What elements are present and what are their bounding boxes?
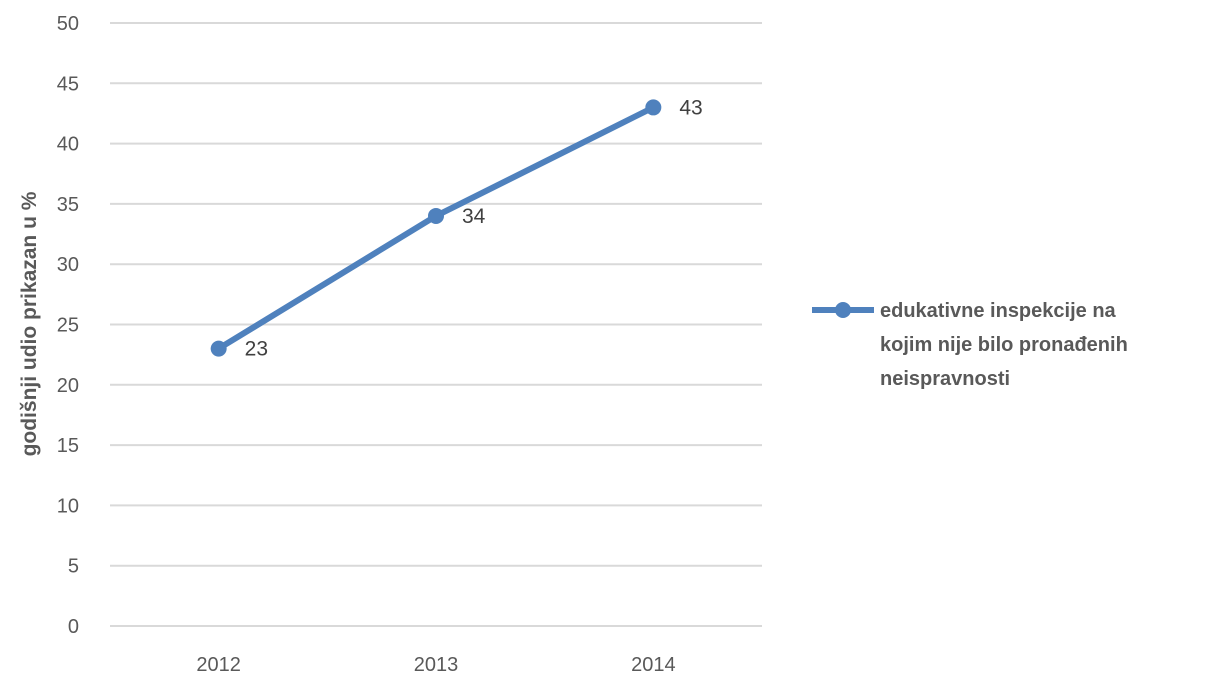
- data-point-2014: [645, 99, 662, 116]
- data-label-2013: 34: [462, 205, 486, 228]
- gridlines: [110, 22, 762, 627]
- legend-label-line-3: neispravnosti: [880, 368, 1010, 390]
- legend: edukativne inspekcije na kojim nije bilo…: [812, 300, 1128, 390]
- data-label-2014: 43: [679, 96, 702, 119]
- data-point-2012: [210, 340, 227, 357]
- x-tick-label-2013: 2013: [414, 654, 459, 675]
- y-tick-label-30: 30: [57, 254, 79, 276]
- series-layer: 23 34 43: [210, 96, 703, 361]
- y-tick-label-10: 10: [57, 495, 79, 517]
- y-tick-label-25: 25: [57, 315, 79, 337]
- legend-point-marker: [835, 302, 851, 318]
- y-tick-label-50: 50: [57, 13, 79, 35]
- y-tick-label-5: 5: [68, 556, 79, 578]
- data-point-2013: [428, 207, 444, 224]
- y-axis-title: godišnji udio prikazan u %: [18, 191, 41, 456]
- y-tick-label-20: 20: [57, 375, 79, 397]
- y-tick-label-35: 35: [57, 194, 79, 216]
- y-tick-label-40: 40: [57, 134, 79, 156]
- x-tick-label-2012: 2012: [196, 654, 241, 675]
- y-tick-label-45: 45: [57, 73, 79, 95]
- legend-label-line-1: edukativne inspekcije na: [880, 300, 1117, 322]
- x-tick-label-2014: 2014: [631, 654, 676, 675]
- y-tick-label-15: 15: [57, 435, 79, 457]
- legend-label-line-2: kojim nije bilo pronađenih: [880, 334, 1128, 356]
- y-tick-label-0: 0: [68, 616, 79, 638]
- y-axis-tick-labels: 0 5 10 15 20 25 30 35 40 45 50: [57, 13, 79, 638]
- x-axis-tick-labels: 2012 2013 2014: [196, 654, 675, 675]
- data-label-2012: 23: [245, 338, 268, 361]
